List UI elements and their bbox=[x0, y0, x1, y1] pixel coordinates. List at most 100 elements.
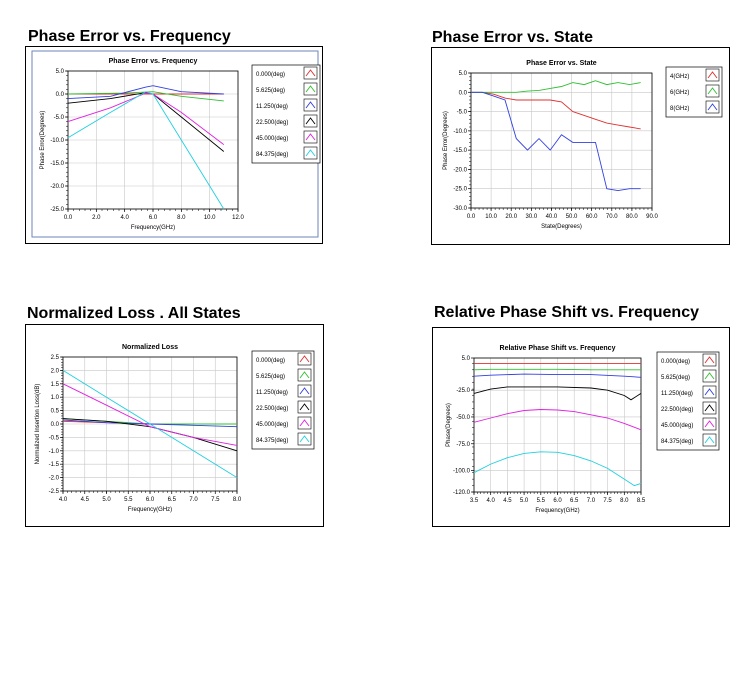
legend-label: 11.250(deg) bbox=[661, 391, 693, 397]
legend-swatch-box bbox=[705, 68, 720, 82]
legend-swatch-box bbox=[702, 369, 717, 383]
legend-swatch-5-625-deg bbox=[704, 372, 715, 380]
x-tick-label: 8.0 bbox=[620, 498, 629, 504]
y-tick-label: 5.0 bbox=[459, 71, 468, 77]
y-tick-label: -15.0 bbox=[50, 161, 64, 167]
legend-label: 4(GHz) bbox=[670, 74, 689, 80]
legend-swatch-84-375-deg bbox=[305, 149, 316, 157]
legend-label: 22.500(deg) bbox=[256, 120, 288, 126]
x-tick-label: 4.0 bbox=[120, 215, 129, 221]
legend-label: 84.375(deg) bbox=[661, 439, 693, 445]
y-tick-label: -20.0 bbox=[50, 184, 64, 190]
series-line-11-250-deg bbox=[473, 373, 642, 378]
legend-swatch-box bbox=[297, 416, 312, 430]
series-line-5-625-deg bbox=[67, 91, 224, 102]
legend-swatch-11-250-deg bbox=[299, 387, 310, 395]
legend-swatch-11-250-deg bbox=[305, 101, 316, 109]
x-axis-label: Frequency(GHz) bbox=[535, 508, 579, 514]
legend-swatch-45-000-deg bbox=[704, 420, 715, 428]
x-axis-label: State(Degrees) bbox=[541, 224, 582, 230]
legend-label: 8(GHz) bbox=[670, 106, 689, 112]
legend-swatch-8-ghz bbox=[707, 103, 718, 111]
y-tick-label: -50.0 bbox=[456, 415, 470, 421]
x-tick-label: 6.0 bbox=[146, 497, 155, 503]
chart-heading-2: Phase Error vs. State bbox=[432, 29, 593, 46]
x-tick-label: 0.0 bbox=[467, 214, 476, 220]
legend-swatch-4-ghz bbox=[707, 71, 718, 79]
legend-swatch-0-000-deg bbox=[299, 355, 310, 363]
legend-swatch-box bbox=[297, 432, 312, 446]
series-line-4-ghz bbox=[471, 91, 641, 130]
legend-label: 5.625(deg) bbox=[256, 374, 285, 380]
x-tick-label: 6.5 bbox=[168, 497, 177, 503]
legend-swatch-box bbox=[303, 114, 318, 128]
legend-label: 45.000(deg) bbox=[256, 422, 288, 428]
series-line-45-000-deg bbox=[473, 409, 642, 431]
x-tick-label: 8.0 bbox=[233, 497, 242, 503]
chart-heading-3: Normalized Loss . All States bbox=[27, 305, 241, 322]
y-tick-label: 5.0 bbox=[56, 69, 65, 75]
series-line-5-625-deg bbox=[473, 368, 641, 371]
legend-swatch-box bbox=[297, 400, 312, 414]
x-tick-label: 3.5 bbox=[470, 498, 479, 504]
legend-swatch-box bbox=[303, 130, 318, 144]
legend-swatch-84-375-deg bbox=[299, 435, 310, 443]
x-tick-label: 7.0 bbox=[587, 498, 596, 504]
y-tick-label: -1.0 bbox=[49, 449, 60, 455]
y-tick-label: 1.0 bbox=[51, 395, 60, 401]
y-tick-label: -25.0 bbox=[50, 207, 64, 213]
x-tick-label: 90.0 bbox=[646, 214, 658, 220]
legend-swatch-45-000-deg bbox=[299, 419, 310, 427]
legend-label: 45.000(deg) bbox=[661, 423, 693, 429]
x-tick-label: 5.0 bbox=[102, 497, 111, 503]
y-tick-label: -20.0 bbox=[453, 167, 467, 173]
y-tick-label: -25.0 bbox=[453, 187, 467, 193]
chart-heading-4: Relative Phase Shift vs. Frequency bbox=[434, 304, 699, 321]
legend-swatch-box bbox=[702, 433, 717, 447]
legend-swatch-84-375-deg bbox=[704, 436, 715, 444]
x-tick-label: 7.5 bbox=[603, 498, 612, 504]
series-line-45-000-deg bbox=[62, 383, 238, 446]
y-axis-label: Phase(Degrees) bbox=[446, 403, 452, 447]
x-tick-label: 5.5 bbox=[537, 498, 546, 504]
plot-area-border bbox=[470, 72, 653, 209]
x-tick-label: 4.0 bbox=[59, 497, 68, 503]
x-tick-label: 4.0 bbox=[487, 498, 496, 504]
legend-label: 5.625(deg) bbox=[256, 88, 285, 94]
x-tick-label: 40.0 bbox=[546, 214, 558, 220]
legend-swatch-11-250-deg bbox=[704, 388, 715, 396]
y-tick-label: -10.0 bbox=[453, 129, 467, 135]
y-tick-label: 5.0 bbox=[462, 356, 471, 362]
y-axis-label: Normalized Insertion Loss(dB) bbox=[35, 384, 41, 465]
chart-title: Normalized Loss bbox=[122, 344, 178, 351]
x-tick-label: 70.0 bbox=[606, 214, 618, 220]
series-line-22-500-deg bbox=[473, 386, 642, 401]
chart-title: Phase Error vs. State bbox=[526, 60, 597, 67]
y-tick-label: -75.0 bbox=[456, 442, 470, 448]
y-tick-label: -10.0 bbox=[50, 138, 64, 144]
legend-swatch-box bbox=[705, 84, 720, 98]
legend-label: 11.250(deg) bbox=[256, 104, 288, 110]
y-tick-label: -0.5 bbox=[49, 435, 60, 441]
legend-label: 84.375(deg) bbox=[256, 152, 288, 158]
legend-swatch-box bbox=[303, 66, 318, 80]
y-tick-label: -2.5 bbox=[49, 489, 60, 495]
y-axis-label: Phase Error(Degrees) bbox=[443, 111, 449, 170]
legend-swatch-22-500-deg bbox=[299, 403, 310, 411]
legend-swatch-box bbox=[303, 82, 318, 96]
series-line-84-375-deg bbox=[473, 451, 642, 487]
legend-label: 6(GHz) bbox=[670, 90, 689, 96]
legend-swatch-45-000-deg bbox=[305, 133, 316, 141]
legend-swatch-22-500-deg bbox=[704, 404, 715, 412]
x-tick-label: 12.0 bbox=[232, 215, 244, 221]
x-tick-label: 2.0 bbox=[92, 215, 101, 221]
legend-swatch-6-ghz bbox=[707, 87, 718, 95]
chart-panel-relative-phase-shift: Relative Phase Shift vs. Frequency 3.5 4.0… bbox=[432, 327, 730, 527]
legend-box bbox=[656, 351, 720, 451]
chart-title: Phase Error vs. Frequency bbox=[109, 58, 198, 65]
y-axis-label: Phase Error(Degrees) bbox=[40, 111, 46, 170]
legend-swatch-box bbox=[303, 146, 318, 160]
y-tick-label: -100.0 bbox=[453, 469, 471, 475]
legend-label: 0.000(deg) bbox=[256, 72, 285, 78]
series-line-45-000-deg bbox=[67, 92, 225, 145]
